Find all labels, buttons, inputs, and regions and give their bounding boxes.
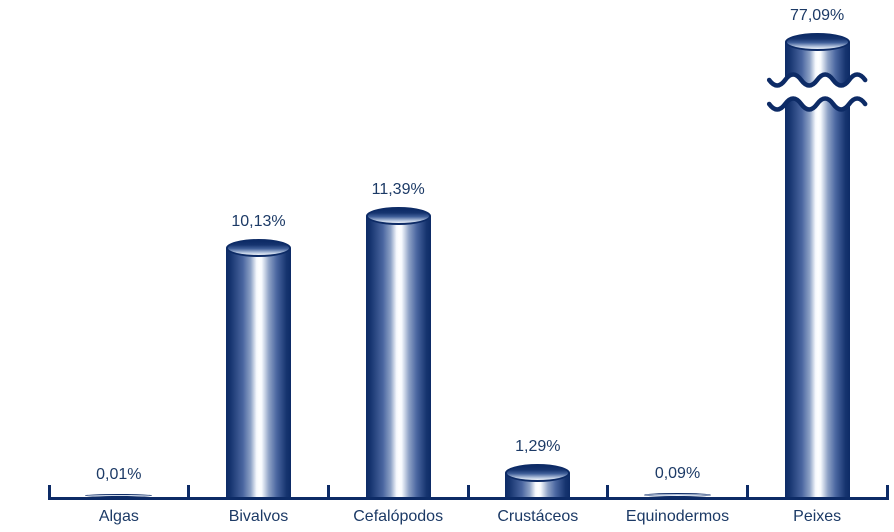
value-label-equinodermos: 0,09% [654,465,701,482]
x-axis-tick [885,485,889,500]
x-axis-tick [187,485,191,500]
value-label-crustaceos: 1,29% [515,438,561,456]
x-axis-label-crustaceos: Crustáceos [497,508,579,525]
bar-crustaceos-cap [505,464,571,483]
bar-equinodermos [644,493,711,497]
bar-cefalopodos-body [365,215,431,497]
x-axis-label-equinodermos: Equinodermos [625,508,730,525]
value-label-algas: 0,01% [96,466,142,483]
value-label-cefalopodos: 11,39% [371,180,425,198]
x-axis-label-cefalopodos: Cefalópodos [353,508,444,525]
x-axis-label-peixes: Peixes [793,508,842,525]
x-axis-tick [466,485,470,500]
bar-peixes-body [784,42,850,497]
bar-algas [85,494,153,497]
x-axis-tick [47,485,51,500]
bar-bivalvos-body [226,247,291,497]
bar-cefalopodos-cap [365,206,431,225]
bar-peixes-cap [784,33,850,51]
x-axis-label-bivalvos: Bivalvos [228,508,289,525]
x-axis-tick [606,485,610,500]
value-label-bivalvos: 10,13% [231,212,286,230]
value-label-peixes: 77,09% [790,7,845,24]
x-axis-tick [745,485,749,500]
x-axis-tick [326,485,330,500]
x-axis-label-algas: Algas [98,508,139,525]
bar-bivalvos-cap [226,238,291,257]
